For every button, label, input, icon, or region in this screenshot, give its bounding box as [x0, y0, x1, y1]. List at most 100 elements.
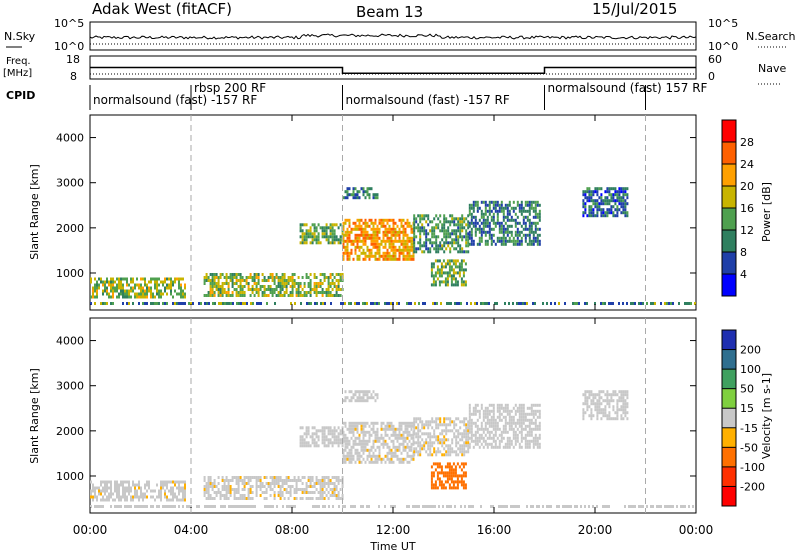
- nave-label: Nave: [758, 62, 786, 75]
- echo-cell: [388, 421, 391, 425]
- echo-cell: [348, 221, 351, 225]
- echo-cell: [476, 436, 479, 440]
- echo-cell: [602, 399, 605, 403]
- echo-cell: [374, 233, 377, 237]
- echo-cell: [514, 436, 517, 440]
- echo-cell: [176, 292, 178, 296]
- echo-cell: [380, 457, 383, 461]
- echo-cell: [430, 505, 432, 508]
- echo-cell: [374, 421, 377, 425]
- echo-cell: [356, 430, 359, 434]
- echo-cell: [488, 203, 491, 207]
- echo-cell: [102, 489, 104, 493]
- echo-cell: [106, 495, 108, 499]
- echo-cell: [480, 221, 483, 225]
- echo-cell: [110, 489, 112, 493]
- echo-cell: [576, 302, 578, 305]
- echo-cell: [243, 497, 246, 500]
- echo-cell: [376, 239, 379, 243]
- echo-cell: [415, 435, 418, 439]
- echo-cell: [186, 505, 188, 508]
- echo-cell: [608, 399, 611, 403]
- echo-cell: [592, 414, 595, 418]
- echo-cell: [364, 421, 367, 425]
- echo-cell: [410, 227, 413, 231]
- echo-cell: [118, 495, 120, 499]
- echo-cell: [496, 427, 499, 431]
- echo-cell: [142, 277, 144, 281]
- echo-cell: [335, 279, 338, 282]
- echo-cell: [596, 393, 599, 397]
- echo-cell: [269, 273, 272, 276]
- echo-cell: [231, 279, 234, 282]
- echo-cell: [414, 505, 416, 508]
- echo-cell: [441, 226, 444, 230]
- echo-cell: [465, 432, 468, 436]
- echo-cell: [243, 285, 246, 288]
- echo-cell: [96, 498, 98, 502]
- echo-cell: [508, 224, 511, 228]
- echo-cell: [237, 291, 240, 294]
- echo-cell: [265, 294, 268, 297]
- echo-cell: [255, 485, 258, 488]
- echo-cell: [321, 282, 324, 285]
- echo-cell: [366, 233, 369, 237]
- echo-cell: [432, 483, 435, 487]
- echo-cell: [269, 276, 272, 279]
- echo-cell: [116, 480, 118, 484]
- echo-cell: [415, 441, 418, 445]
- echo-cell: [616, 193, 619, 197]
- echo-cell: [624, 193, 627, 197]
- echo-cell: [211, 276, 214, 279]
- echo-cell: [506, 230, 509, 234]
- echo-cell: [459, 432, 462, 436]
- echo-cell: [368, 433, 371, 437]
- echo-cell: [384, 245, 387, 249]
- echo-cell: [500, 403, 503, 407]
- echo-cell: [423, 232, 426, 236]
- echo-cell: [510, 230, 513, 234]
- echo-cell: [354, 399, 357, 403]
- echo-cell: [451, 438, 454, 442]
- echo-cell: [652, 505, 654, 508]
- echo-cell: [431, 226, 434, 230]
- echo-cell: [96, 283, 98, 287]
- echo-cell: [526, 442, 529, 446]
- echo-cell: [504, 418, 507, 422]
- echo-cell: [448, 477, 451, 481]
- echo-cell: [496, 215, 499, 219]
- echo-cell: [142, 505, 144, 508]
- echo-cell: [287, 491, 290, 494]
- echo-cell: [622, 302, 624, 305]
- echo-cell: [441, 429, 444, 433]
- echo-cell: [520, 212, 523, 216]
- x-axis-ticks: 00:00 04:00 08:00 12:00 16:00 20:00 00:00: [73, 523, 714, 537]
- echo-cell: [442, 271, 445, 275]
- echo-cell: [524, 427, 527, 431]
- echo-cell: [465, 223, 468, 227]
- echo-cell: [168, 480, 170, 484]
- echo-cell: [354, 439, 357, 443]
- echo-cell: [283, 282, 286, 285]
- echo-cell: [182, 289, 184, 293]
- echo-cell: [410, 254, 413, 258]
- echo-cell: [452, 262, 455, 266]
- echo-cell: [225, 494, 228, 497]
- echo-cell: [110, 486, 112, 490]
- echo-cell: [441, 247, 444, 251]
- echo-cell: [227, 288, 230, 291]
- echo-cell: [358, 196, 361, 200]
- echo-cell: [413, 226, 416, 230]
- echo-cell: [90, 277, 92, 281]
- echo-cell: [100, 480, 102, 484]
- echo-cell: [390, 460, 393, 464]
- echo-cell: [528, 421, 531, 425]
- echo-cell: [410, 239, 413, 243]
- colorbar-frame: [721, 329, 737, 507]
- echo-cell: [331, 491, 334, 494]
- echo-cell: [536, 242, 539, 246]
- echo-cell: [520, 424, 523, 428]
- echo-cell: [285, 476, 288, 479]
- echo-cell: [150, 292, 152, 296]
- echo-cell: [528, 206, 531, 210]
